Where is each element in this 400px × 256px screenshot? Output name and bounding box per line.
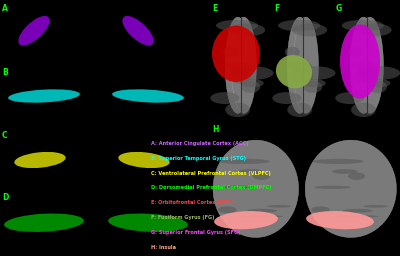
Ellipse shape bbox=[241, 81, 260, 93]
Ellipse shape bbox=[351, 102, 376, 117]
Ellipse shape bbox=[228, 69, 251, 83]
Ellipse shape bbox=[267, 205, 291, 208]
Text: C: Ventrolateral Prefrontal Cortex (VLPFC): C: Ventrolateral Prefrontal Cortex (VLPF… bbox=[151, 170, 271, 176]
Ellipse shape bbox=[272, 92, 301, 104]
Ellipse shape bbox=[108, 214, 188, 232]
Text: D: Dorsomedial Prefrontal Cortex (DMPFC): D: Dorsomedial Prefrontal Cortex (DMPFC) bbox=[151, 185, 272, 190]
Ellipse shape bbox=[210, 92, 239, 104]
Ellipse shape bbox=[350, 61, 376, 70]
Ellipse shape bbox=[354, 69, 377, 83]
Ellipse shape bbox=[286, 61, 312, 70]
Ellipse shape bbox=[348, 47, 363, 57]
Ellipse shape bbox=[213, 140, 298, 238]
Ellipse shape bbox=[292, 66, 336, 80]
Text: H: Insula: H: Insula bbox=[151, 245, 176, 250]
Ellipse shape bbox=[214, 211, 278, 229]
Ellipse shape bbox=[363, 205, 388, 208]
Ellipse shape bbox=[293, 17, 318, 113]
Text: B: B bbox=[2, 68, 8, 77]
Ellipse shape bbox=[240, 79, 264, 87]
Text: E: E bbox=[212, 4, 217, 13]
Text: A: Anterior Cingulate Cortex (ACC): A: Anterior Cingulate Cortex (ACC) bbox=[151, 141, 249, 146]
Ellipse shape bbox=[342, 209, 372, 213]
Text: C: C bbox=[2, 131, 8, 140]
Text: A: A bbox=[2, 4, 8, 13]
Text: G: Superior Frontal Gyrus (SFG): G: Superior Frontal Gyrus (SFG) bbox=[151, 230, 240, 235]
Ellipse shape bbox=[311, 206, 330, 213]
Ellipse shape bbox=[238, 215, 283, 218]
Ellipse shape bbox=[8, 89, 80, 103]
Ellipse shape bbox=[122, 16, 154, 46]
Ellipse shape bbox=[356, 24, 392, 36]
Text: G: G bbox=[336, 4, 342, 13]
Text: B: Superior Temporal Gyrus (STG): B: Superior Temporal Gyrus (STG) bbox=[151, 156, 246, 161]
Ellipse shape bbox=[225, 102, 250, 117]
Ellipse shape bbox=[218, 206, 237, 213]
Ellipse shape bbox=[367, 79, 390, 87]
Ellipse shape bbox=[285, 47, 300, 57]
Text: D: D bbox=[2, 193, 8, 202]
Ellipse shape bbox=[332, 169, 358, 174]
Ellipse shape bbox=[314, 186, 351, 189]
Ellipse shape bbox=[4, 214, 84, 232]
Ellipse shape bbox=[216, 20, 258, 31]
Ellipse shape bbox=[290, 69, 313, 83]
Ellipse shape bbox=[350, 17, 377, 113]
Ellipse shape bbox=[357, 66, 400, 80]
Text: H: H bbox=[212, 125, 218, 134]
Ellipse shape bbox=[333, 215, 378, 218]
Ellipse shape bbox=[230, 66, 274, 80]
Ellipse shape bbox=[368, 81, 387, 93]
Ellipse shape bbox=[287, 102, 312, 117]
Ellipse shape bbox=[18, 16, 50, 46]
Ellipse shape bbox=[112, 89, 184, 103]
Ellipse shape bbox=[247, 209, 277, 213]
Text: F: F bbox=[274, 4, 279, 13]
Ellipse shape bbox=[218, 159, 270, 164]
Ellipse shape bbox=[118, 152, 170, 168]
Ellipse shape bbox=[340, 24, 380, 99]
Ellipse shape bbox=[342, 20, 384, 31]
Text: E: Orbitofrontal Cortex (OFC): E: Orbitofrontal Cortex (OFC) bbox=[151, 200, 233, 205]
Ellipse shape bbox=[225, 17, 250, 113]
Ellipse shape bbox=[305, 140, 396, 238]
Ellipse shape bbox=[303, 81, 322, 93]
Ellipse shape bbox=[276, 55, 312, 88]
Ellipse shape bbox=[292, 24, 327, 36]
Ellipse shape bbox=[356, 17, 384, 113]
Ellipse shape bbox=[302, 79, 326, 87]
Ellipse shape bbox=[253, 172, 270, 180]
Ellipse shape bbox=[223, 47, 238, 57]
Ellipse shape bbox=[231, 17, 256, 113]
Ellipse shape bbox=[306, 211, 374, 229]
Ellipse shape bbox=[312, 159, 364, 164]
Ellipse shape bbox=[278, 20, 320, 31]
Ellipse shape bbox=[220, 186, 257, 189]
Ellipse shape bbox=[287, 17, 312, 113]
Ellipse shape bbox=[230, 24, 265, 36]
Ellipse shape bbox=[212, 26, 260, 82]
Ellipse shape bbox=[348, 172, 365, 180]
Ellipse shape bbox=[335, 92, 364, 104]
Text: F: Fusiform Gyrus (FG): F: Fusiform Gyrus (FG) bbox=[151, 215, 214, 220]
Ellipse shape bbox=[237, 169, 263, 174]
Ellipse shape bbox=[14, 152, 66, 168]
Ellipse shape bbox=[224, 61, 250, 70]
